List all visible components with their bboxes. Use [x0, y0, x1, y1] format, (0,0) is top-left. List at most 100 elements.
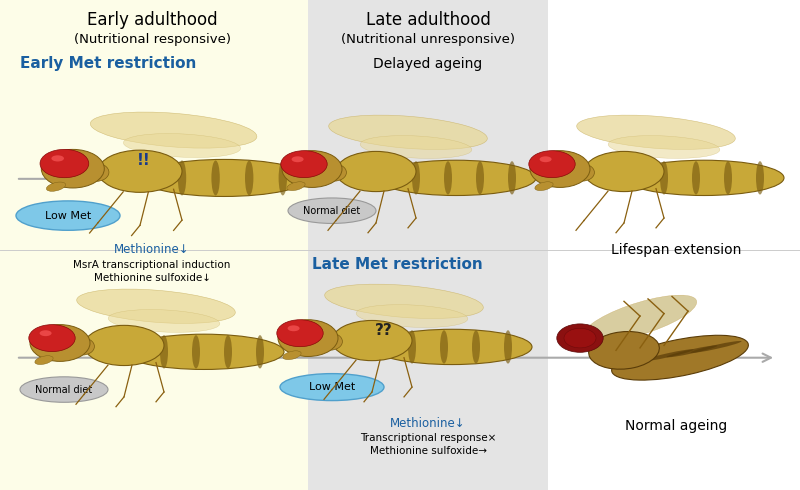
- Ellipse shape: [281, 150, 327, 177]
- Ellipse shape: [612, 335, 748, 380]
- Ellipse shape: [283, 351, 301, 360]
- Ellipse shape: [318, 333, 342, 350]
- Ellipse shape: [20, 377, 108, 402]
- Ellipse shape: [70, 338, 94, 355]
- Ellipse shape: [35, 356, 53, 365]
- Ellipse shape: [108, 310, 220, 332]
- Text: Methionine sulfoxide↓: Methionine sulfoxide↓: [94, 273, 210, 283]
- Text: Late adulthood: Late adulthood: [366, 11, 490, 28]
- Ellipse shape: [277, 319, 323, 347]
- Ellipse shape: [557, 324, 603, 352]
- Ellipse shape: [329, 115, 487, 149]
- Ellipse shape: [660, 161, 668, 195]
- Ellipse shape: [504, 330, 512, 364]
- Ellipse shape: [288, 198, 376, 223]
- Ellipse shape: [39, 330, 51, 336]
- Ellipse shape: [692, 161, 700, 195]
- Text: Lifespan extension: Lifespan extension: [611, 243, 741, 257]
- Text: Methionine sulfoxide→: Methionine sulfoxide→: [370, 446, 486, 456]
- Ellipse shape: [287, 182, 305, 191]
- Ellipse shape: [444, 161, 452, 195]
- Ellipse shape: [376, 160, 536, 196]
- Ellipse shape: [278, 160, 287, 196]
- Ellipse shape: [224, 335, 232, 368]
- Bar: [308, 0, 548, 490]
- Ellipse shape: [529, 150, 575, 177]
- Ellipse shape: [412, 161, 420, 195]
- Text: Normal ageing: Normal ageing: [625, 419, 727, 433]
- Ellipse shape: [29, 324, 75, 352]
- Ellipse shape: [16, 201, 120, 230]
- Ellipse shape: [160, 335, 168, 368]
- Ellipse shape: [211, 160, 220, 196]
- Ellipse shape: [642, 349, 694, 361]
- Ellipse shape: [690, 341, 742, 353]
- Text: (Nutritional unresponsive): (Nutritional unresponsive): [341, 33, 515, 46]
- Ellipse shape: [124, 334, 284, 369]
- Ellipse shape: [123, 134, 241, 157]
- Ellipse shape: [336, 151, 416, 192]
- Ellipse shape: [476, 161, 484, 195]
- Ellipse shape: [360, 136, 472, 158]
- Ellipse shape: [192, 335, 200, 368]
- Ellipse shape: [98, 150, 182, 193]
- Text: Delayed ageing: Delayed ageing: [374, 57, 482, 71]
- Ellipse shape: [356, 305, 468, 327]
- Text: Low Met: Low Met: [45, 211, 91, 220]
- Text: !!: !!: [138, 153, 151, 169]
- Ellipse shape: [322, 164, 346, 181]
- Text: Normal diet: Normal diet: [35, 385, 93, 394]
- Ellipse shape: [84, 325, 164, 366]
- Ellipse shape: [564, 328, 596, 348]
- Ellipse shape: [282, 151, 342, 187]
- Ellipse shape: [332, 320, 412, 361]
- Bar: [548, 0, 800, 490]
- Ellipse shape: [40, 149, 89, 178]
- Text: MsrA transcriptional induction: MsrA transcriptional induction: [74, 260, 230, 270]
- Ellipse shape: [539, 156, 552, 162]
- Ellipse shape: [440, 330, 448, 364]
- Ellipse shape: [46, 182, 66, 191]
- Text: Low Met: Low Met: [309, 382, 355, 392]
- Ellipse shape: [584, 151, 664, 192]
- Ellipse shape: [724, 161, 732, 195]
- Text: Late Met restriction: Late Met restriction: [312, 257, 482, 272]
- Text: ??: ??: [375, 323, 393, 338]
- Ellipse shape: [292, 156, 304, 162]
- Ellipse shape: [508, 161, 516, 195]
- Text: Methionine↓: Methionine↓: [114, 244, 190, 256]
- Text: Transcriptional response×: Transcriptional response×: [360, 433, 496, 442]
- Ellipse shape: [140, 159, 308, 196]
- Ellipse shape: [583, 295, 697, 342]
- Text: Normal diet: Normal diet: [303, 206, 361, 216]
- Text: Early Met restriction: Early Met restriction: [20, 56, 196, 71]
- Ellipse shape: [278, 319, 338, 357]
- Ellipse shape: [178, 160, 186, 196]
- Ellipse shape: [84, 163, 109, 181]
- Text: Early adulthood: Early adulthood: [86, 11, 218, 28]
- Ellipse shape: [570, 164, 594, 181]
- Text: Methionine↓: Methionine↓: [390, 417, 466, 430]
- Ellipse shape: [608, 136, 720, 158]
- Ellipse shape: [530, 151, 590, 187]
- Ellipse shape: [51, 155, 64, 162]
- Ellipse shape: [256, 335, 264, 368]
- Ellipse shape: [577, 115, 735, 149]
- Bar: [0, 0, 308, 490]
- Ellipse shape: [472, 330, 480, 364]
- Ellipse shape: [77, 289, 235, 323]
- Ellipse shape: [280, 373, 384, 401]
- Ellipse shape: [756, 161, 764, 195]
- Ellipse shape: [372, 329, 532, 365]
- Ellipse shape: [408, 330, 416, 364]
- Ellipse shape: [30, 324, 90, 362]
- Ellipse shape: [589, 332, 659, 369]
- Ellipse shape: [42, 149, 104, 188]
- Ellipse shape: [535, 182, 553, 191]
- Ellipse shape: [245, 160, 254, 196]
- Ellipse shape: [624, 160, 784, 196]
- Ellipse shape: [666, 345, 718, 357]
- Ellipse shape: [325, 284, 483, 318]
- Ellipse shape: [90, 112, 257, 148]
- Text: (Nutritional responsive): (Nutritional responsive): [74, 33, 230, 46]
